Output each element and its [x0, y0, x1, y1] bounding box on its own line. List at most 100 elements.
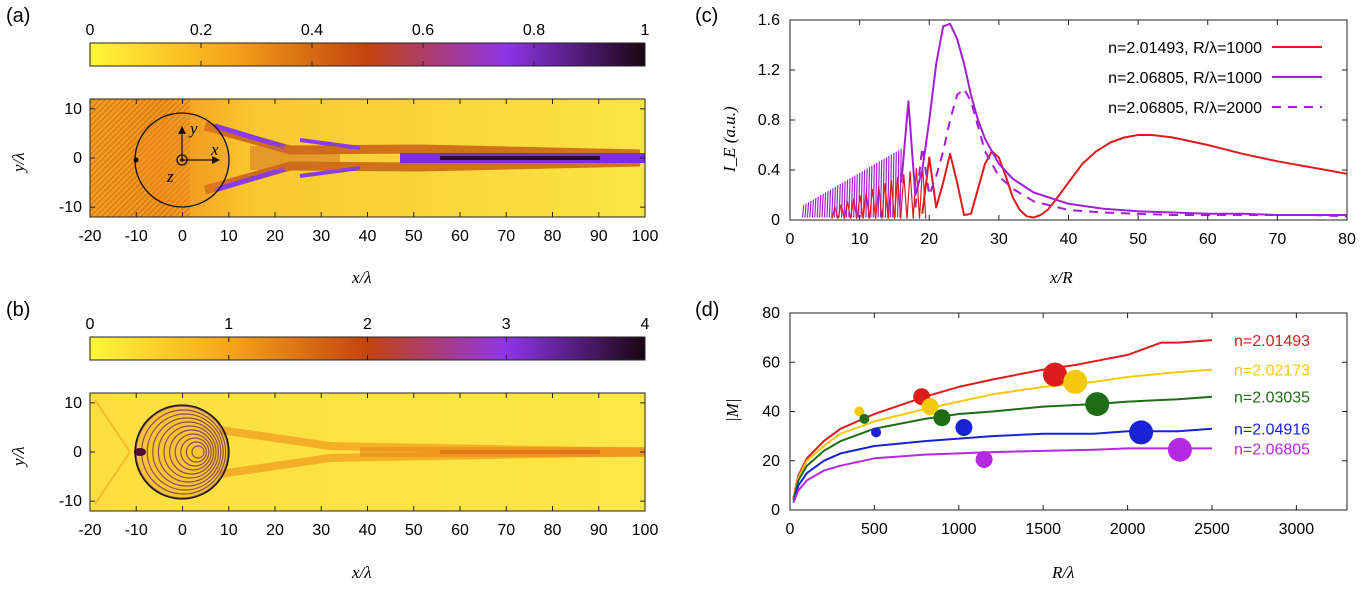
- colorbar-a-ticks: 0 0.2 0.4 0.6 0.8 1: [86, 22, 650, 66]
- x-tick-label: 0: [178, 522, 187, 539]
- y-tick-label: 0.8: [758, 112, 780, 129]
- series-line: [792, 447, 1212, 503]
- x-tick-label: 10: [220, 522, 238, 539]
- interference-ring: [152, 417, 222, 487]
- y-tick-label: 0: [771, 502, 780, 519]
- x-tick-label: -20: [78, 522, 101, 539]
- y-tick-label: 0.4: [758, 162, 780, 179]
- y-tick-label: 0: [771, 212, 780, 229]
- colorbar-tick-label: 2: [363, 316, 372, 333]
- data-point: [1167, 437, 1192, 462]
- x-tick-label: 2500: [1194, 521, 1230, 538]
- x-tick-label: -10: [125, 522, 148, 539]
- interference-ring: [180, 437, 210, 467]
- interference-ring: [185, 441, 207, 463]
- x-tick-label: 30: [312, 228, 330, 245]
- x-tick-label: 1500: [1025, 521, 1061, 538]
- colorbar-tick-label: 1: [641, 22, 650, 39]
- x-axis-label-a: x/λ: [351, 268, 372, 287]
- y-tick-label: 10: [64, 395, 82, 412]
- annotation-x: x: [210, 140, 219, 159]
- y-tick-label: -10: [59, 199, 82, 216]
- x-tick-label: 10: [220, 228, 238, 245]
- y-axis-label-b: y/λ: [9, 446, 28, 468]
- x-tick-label: 50: [405, 228, 423, 245]
- x-ticks-a: -20 -10 0 10 20 30 40 50 60 70 80 90 100: [78, 99, 658, 245]
- x-tick-label: -10: [125, 228, 148, 245]
- annotation-y: y: [188, 119, 198, 138]
- series-label: n=2.06805: [1234, 441, 1310, 458]
- x-tick-label: 10: [851, 231, 869, 248]
- x-tick-label: 50: [1129, 231, 1147, 248]
- x-tick-label: 40: [359, 522, 377, 539]
- x-tick-label: 60: [1199, 231, 1217, 248]
- x-tick-label: 80: [544, 228, 562, 245]
- y-tick-label: 80: [762, 305, 780, 322]
- interference-ring: [146, 413, 224, 491]
- y-ticks-d: 0 20 40 60 80: [762, 305, 1347, 519]
- y-ticks-a: 10 0 -10: [59, 101, 645, 216]
- heatmap-a: [90, 99, 645, 217]
- colorbar-tick-label: 0.2: [190, 22, 212, 39]
- y-tick-label: -10: [59, 493, 82, 510]
- legend-label: n=2.06805, R/λ=1000: [1108, 70, 1262, 87]
- panel-c: (c) 0 10 20 30 40 50 60 70 80 0 0.4 0.8 1.2 1.6 n=2.…: [695, 5, 1356, 287]
- sphere-outline-b: [134, 404, 230, 500]
- x-tick-label: 70: [497, 228, 515, 245]
- x-tick-label: 2000: [1110, 521, 1146, 538]
- data-point: [975, 451, 993, 468]
- x-tick-label: 20: [266, 228, 284, 245]
- x-tick-label: 50: [405, 522, 423, 539]
- interference-ring: [169, 429, 215, 475]
- interference-ring: [157, 421, 219, 483]
- series-line: [792, 368, 1213, 498]
- data-point: [854, 406, 865, 417]
- x-tick-label: 80: [1338, 231, 1356, 248]
- x-tick-label: 90: [590, 228, 608, 245]
- legend-c: n=2.01493, R/λ=1000 n=2.06805, R/λ=1000 n=…: [1108, 40, 1322, 117]
- data-point: [921, 398, 939, 416]
- colorbar-tick-label: 1: [224, 316, 233, 333]
- legend-label: n=2.01493, R/λ=1000: [1108, 40, 1262, 57]
- x-tick-label: 1000: [941, 521, 977, 538]
- internal-rings-b: [135, 405, 229, 499]
- panel-label-b: (b): [6, 299, 30, 321]
- x-tick-label: 20: [266, 522, 284, 539]
- series-line: [921, 134, 1348, 219]
- series-label: n=2.01493: [1234, 333, 1310, 350]
- y-tick-label: 1.6: [758, 12, 780, 29]
- colorbar-a: [89, 42, 646, 67]
- x-tick-label: 70: [1268, 231, 1286, 248]
- data-point: [859, 413, 870, 424]
- x-tick-label: 0: [786, 521, 795, 538]
- data-point: [871, 427, 882, 438]
- x-tick-label: 60: [451, 522, 469, 539]
- x-ticks-d: 0 500 1000 1500 2000 2500 3000: [786, 313, 1314, 538]
- x-tick-label: -20: [78, 228, 101, 245]
- x-tick-label: 100: [632, 522, 659, 539]
- colorbar-b-ticks: 0 1 2 3 4: [86, 316, 650, 360]
- x-tick-label: 500: [861, 521, 888, 538]
- oscillation-region-red: [831, 165, 927, 219]
- x-tick-label: 40: [1060, 231, 1078, 248]
- colorbar-tick-label: 3: [502, 316, 511, 333]
- interference-ring: [191, 445, 205, 459]
- x-tick-label: 90: [590, 522, 608, 539]
- panel-label-a: (a): [6, 5, 30, 27]
- x-tick-label: 70: [497, 522, 515, 539]
- data-point: [955, 419, 973, 436]
- colorbar-tick-label: 0: [86, 316, 95, 333]
- y-axis-label-a: y/λ: [9, 152, 28, 174]
- colorbar-tick-label: 0.4: [301, 22, 323, 39]
- y-ticks-b: 10 0 -10: [59, 395, 645, 510]
- series-line: [792, 427, 1213, 503]
- y-tick-label: 1.2: [758, 62, 780, 79]
- legend-label: n=2.06805, R/λ=2000: [1108, 100, 1262, 117]
- series-line: [914, 87, 1348, 218]
- y-axis-label-c: I_E (a.u.): [720, 106, 739, 173]
- series-label: n=2.03035: [1234, 390, 1310, 407]
- y-axis-label-d: |M|: [723, 398, 742, 422]
- x-tick-label: 0: [178, 228, 187, 245]
